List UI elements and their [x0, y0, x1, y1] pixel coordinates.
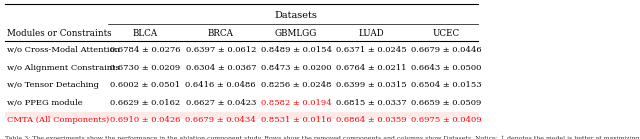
Text: BLCA: BLCA [133, 29, 158, 39]
Text: 0.6416 ± 0.0486: 0.6416 ± 0.0486 [186, 81, 256, 89]
Text: 0.6910 ± 0.0426: 0.6910 ± 0.0426 [110, 116, 180, 124]
Text: BRCA: BRCA [208, 29, 234, 39]
Text: 0.8473 ± 0.0200: 0.8473 ± 0.0200 [260, 64, 332, 72]
Text: 0.6629 ± 0.0162: 0.6629 ± 0.0162 [111, 99, 180, 107]
Text: 0.6643 ± 0.0500: 0.6643 ± 0.0500 [412, 64, 482, 72]
Text: 0.6975 ± 0.0409: 0.6975 ± 0.0409 [412, 116, 482, 124]
Text: Table 3: The experiments show the performance in the ablation component study. R: Table 3: The experiments show the perfor… [4, 135, 640, 139]
Text: w/o PPEG module: w/o PPEG module [7, 99, 83, 107]
Text: 0.6002 ± 0.0501: 0.6002 ± 0.0501 [111, 81, 180, 89]
Text: 0.6371 ± 0.0245: 0.6371 ± 0.0245 [336, 46, 406, 54]
Text: UCEC: UCEC [433, 29, 460, 39]
Text: w/o Tensor Detaching: w/o Tensor Detaching [7, 81, 99, 89]
Text: w/o Cross-Modal Attention: w/o Cross-Modal Attention [7, 46, 120, 54]
Text: 0.8489 ± 0.0154: 0.8489 ± 0.0154 [260, 46, 332, 54]
Text: 0.6659 ± 0.0509: 0.6659 ± 0.0509 [412, 99, 482, 107]
Text: CMTA (All Components): CMTA (All Components) [7, 116, 109, 124]
Text: w/o Alignment Constraints: w/o Alignment Constraints [7, 64, 120, 72]
Text: 0.6784 ± 0.0276: 0.6784 ± 0.0276 [110, 46, 180, 54]
Text: 0.6627 ± 0.0423: 0.6627 ± 0.0423 [186, 99, 256, 107]
Text: 0.8256 ± 0.0248: 0.8256 ± 0.0248 [260, 81, 332, 89]
Text: 0.6730 ± 0.0209: 0.6730 ± 0.0209 [110, 64, 180, 72]
Text: 0.6679 ± 0.0434: 0.6679 ± 0.0434 [186, 116, 256, 124]
Text: 0.6304 ± 0.0367: 0.6304 ± 0.0367 [186, 64, 256, 72]
Text: GBMLGG: GBMLGG [275, 29, 317, 39]
Text: Datasets: Datasets [275, 11, 317, 20]
Text: 0.6764 ± 0.0211: 0.6764 ± 0.0211 [336, 64, 406, 72]
Text: 0.6504 ± 0.0153: 0.6504 ± 0.0153 [412, 81, 482, 89]
Text: 0.6815 ± 0.0337: 0.6815 ± 0.0337 [336, 99, 406, 107]
Text: 0.6399 ± 0.0315: 0.6399 ± 0.0315 [336, 81, 406, 89]
Text: 0.8582 ± 0.0194: 0.8582 ± 0.0194 [260, 99, 332, 107]
Text: 0.8531 ± 0.0116: 0.8531 ± 0.0116 [260, 116, 332, 124]
Text: LUAD: LUAD [358, 29, 384, 39]
Text: Modules or Constraints: Modules or Constraints [7, 29, 112, 39]
Text: 0.6679 ± 0.0446: 0.6679 ± 0.0446 [412, 46, 482, 54]
FancyBboxPatch shape [4, 112, 484, 129]
Text: 0.6864 ± 0.0359: 0.6864 ± 0.0359 [336, 116, 406, 124]
Text: 0.6397 ± 0.0612: 0.6397 ± 0.0612 [186, 46, 256, 54]
